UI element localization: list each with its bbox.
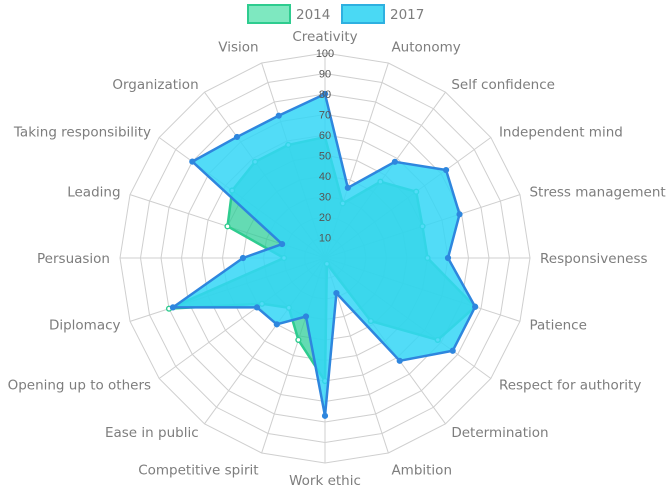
series-area-2017 [171,92,477,418]
tick-label: 60 [319,130,331,142]
category-label: Persuasion [37,251,110,267]
series-layer [165,90,479,419]
legend: 2014 2017 [247,4,424,24]
data-point[interactable] [169,304,177,311]
category-labels: Creativity Autonomy Self confidence Indepen… [8,29,666,486]
category-label: Autonomy [391,40,460,56]
data-point[interactable] [321,90,329,98]
tick-label: 50 [319,151,331,163]
tick-label: 30 [319,192,331,204]
tick-label: 70 [319,110,331,122]
data-point[interactable] [472,303,479,310]
data-point[interactable] [396,357,403,364]
data-point[interactable] [344,184,351,191]
tick-label: 10 [319,233,331,245]
data-point[interactable] [224,223,231,230]
data-point[interactable] [391,158,398,165]
legend-item-2017[interactable]: 2017 [341,4,424,24]
category-label: Ease in public [105,425,199,441]
legend-item-2014[interactable]: 2014 [247,4,330,24]
legend-label: 2017 [390,7,424,23]
tick-label: 40 [319,171,331,183]
legend-label: 2014 [296,7,330,23]
data-point[interactable] [253,304,261,311]
data-point[interactable] [189,158,196,165]
tick-label: 20 [319,212,331,224]
category-label: Creativity [292,29,357,45]
category-label: Leading [67,185,120,201]
category-label: Stress management [529,185,665,201]
category-label: Vision [218,40,258,56]
data-point[interactable] [442,166,450,174]
data-point[interactable] [273,321,280,328]
category-label: Determination [451,425,548,441]
category-label: Ambition [391,462,452,478]
data-point[interactable] [239,254,247,262]
category-label: Independent mind [499,125,623,141]
legend-swatch [247,4,291,24]
data-point[interactable] [302,313,310,320]
series-2017 [169,90,479,419]
legend-swatch [341,4,385,24]
category-label: Organization [112,77,198,93]
category-label: Work ethic [289,473,361,486]
category-label: Self confidence [451,77,555,93]
data-point[interactable] [333,289,340,297]
category-label: Opening up to others [8,377,151,393]
data-point[interactable] [449,347,456,354]
category-label: Diplomacy [49,317,121,333]
data-point[interactable] [456,211,463,218]
tick-label: 90 [319,69,331,81]
category-label: Competitive spirit [138,462,258,478]
radial-ticks: 10 20 30 40 50 60 70 80 90 100 [316,48,334,245]
category-label: Taking responsibility [13,125,151,141]
category-label: Patience [529,317,586,333]
category-label: Respect for authority [499,377,641,393]
data-point[interactable] [321,412,329,419]
tick-label: 100 [316,48,334,60]
data-point[interactable] [279,240,286,248]
data-point[interactable] [233,133,241,141]
data-point[interactable] [275,112,282,119]
data-point[interactable] [295,336,302,343]
tick-label: 80 [319,89,331,101]
data-point[interactable] [444,254,452,262]
category-label: Responsiveness [540,251,648,267]
